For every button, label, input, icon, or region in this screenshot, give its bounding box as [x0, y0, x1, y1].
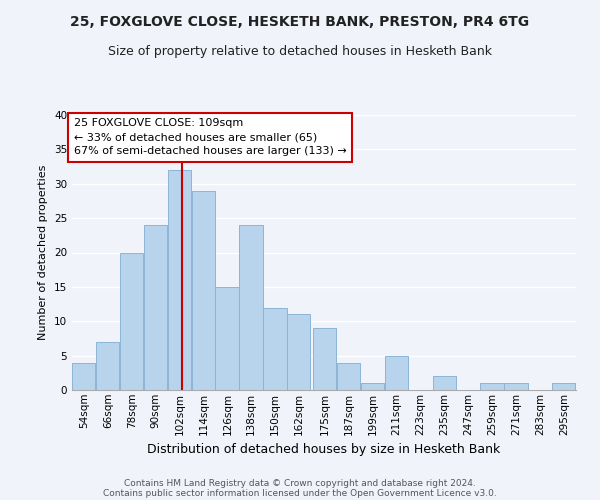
Bar — [504, 383, 527, 390]
Text: Contains public sector information licensed under the Open Government Licence v3: Contains public sector information licen… — [103, 488, 497, 498]
Bar — [361, 383, 384, 390]
Bar — [433, 376, 456, 390]
Bar — [239, 225, 263, 390]
Bar — [337, 362, 360, 390]
Bar — [313, 328, 337, 390]
Bar — [481, 383, 503, 390]
Bar — [263, 308, 287, 390]
Bar — [72, 362, 95, 390]
Bar — [552, 383, 575, 390]
Text: 25, FOXGLOVE CLOSE, HESKETH BANK, PRESTON, PR4 6TG: 25, FOXGLOVE CLOSE, HESKETH BANK, PRESTO… — [70, 15, 530, 29]
Bar — [120, 252, 143, 390]
Bar — [385, 356, 408, 390]
Text: Contains HM Land Registry data © Crown copyright and database right 2024.: Contains HM Land Registry data © Crown c… — [124, 478, 476, 488]
Bar — [215, 287, 239, 390]
Text: 25 FOXGLOVE CLOSE: 109sqm
← 33% of detached houses are smaller (65)
67% of semi-: 25 FOXGLOVE CLOSE: 109sqm ← 33% of detac… — [74, 118, 347, 156]
Bar — [191, 190, 215, 390]
Bar — [96, 342, 119, 390]
Bar — [287, 314, 310, 390]
Y-axis label: Number of detached properties: Number of detached properties — [38, 165, 49, 340]
Text: Size of property relative to detached houses in Hesketh Bank: Size of property relative to detached ho… — [108, 45, 492, 58]
Bar — [167, 170, 191, 390]
Bar — [144, 225, 167, 390]
X-axis label: Distribution of detached houses by size in Hesketh Bank: Distribution of detached houses by size … — [148, 443, 500, 456]
